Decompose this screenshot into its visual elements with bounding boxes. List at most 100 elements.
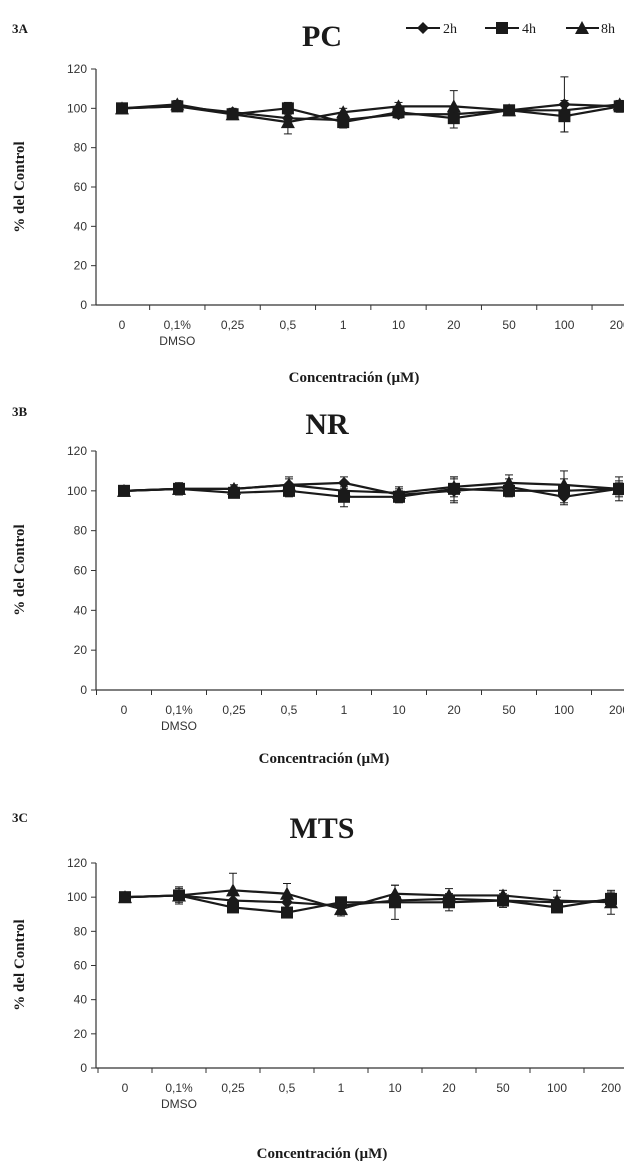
data-point-triangle <box>447 479 461 493</box>
x-tick-label: 100 <box>554 703 574 717</box>
x-tick-label: 20 <box>447 703 461 717</box>
x-tick-label: 0 <box>121 703 128 717</box>
data-point-triangle <box>226 883 240 897</box>
x-tick-label: 0 <box>119 318 126 332</box>
x-tick-label: 0,25 <box>221 1081 245 1095</box>
series-line <box>123 487 620 498</box>
chart-panel-3A: 3A PC 2h 4h 8h % del Control Concentraci… <box>12 20 624 386</box>
chart-title: PC <box>302 20 342 53</box>
x-tick-sublabel: DMSO <box>161 1097 197 1111</box>
y-tick-label: 120 <box>67 62 87 76</box>
series-line <box>121 103 620 124</box>
data-point-triangle <box>388 886 402 900</box>
legend-entry-2h: 2h <box>406 22 457 37</box>
data-point-triangle <box>391 99 406 113</box>
chart-title: MTS <box>289 812 354 845</box>
data-point-triangle <box>172 481 186 495</box>
y-tick-label: 100 <box>67 101 87 115</box>
y-axis-label: % del Control <box>12 141 28 232</box>
data-point-square <box>281 102 294 115</box>
y-tick-label: 60 <box>74 564 88 578</box>
data-point-triangle <box>442 888 456 902</box>
panel-label: 3A <box>12 21 29 36</box>
data-point-triangle <box>115 101 129 115</box>
data-point-triangle <box>446 99 461 113</box>
x-tick-label: 0 <box>122 1081 129 1095</box>
y-tick-label: 20 <box>74 643 88 657</box>
legend-square-marker <box>496 22 508 34</box>
data-point-square <box>337 116 350 129</box>
x-tick-label: 50 <box>502 703 516 717</box>
chart-panel-3B: 3B NR % del Control Concentración (µM) 0… <box>12 404 624 767</box>
y-tick-label: 100 <box>67 484 87 498</box>
data-point-triangle <box>550 893 564 907</box>
x-tick-label: 200 <box>609 703 624 717</box>
y-tick-label: 20 <box>74 1027 88 1041</box>
legend-label: 2h <box>443 22 457 37</box>
x-tick-sublabel: DMSO <box>159 334 195 348</box>
x-tick-label: 1 <box>341 703 348 717</box>
x-tick-label: 50 <box>496 1081 510 1095</box>
x-axis-label: Concentración (µM) <box>289 370 420 386</box>
y-tick-label: 40 <box>74 219 88 233</box>
x-tick-label: 0,5 <box>280 318 297 332</box>
plot-area: 0 20 40 60 80 100 120 0 0,1% DMSO 0,25 0,5 1 10 20 50 10… <box>67 856 624 1111</box>
y-tick-label: 80 <box>74 924 88 938</box>
x-axis-label: Concentración (µM) <box>259 751 390 767</box>
data-point-triangle <box>502 103 517 117</box>
panel-label: 3C <box>12 810 28 825</box>
x-tick-label: 0,1% <box>164 318 192 332</box>
x-tick-label: 10 <box>392 318 406 332</box>
y-tick-label: 40 <box>74 993 88 1007</box>
data-point-triangle <box>117 483 131 497</box>
chart-panel-3C: 3C MTS % del Control Concentración (µM) … <box>12 810 624 1162</box>
x-tick-label: 1 <box>340 318 347 332</box>
y-tick-label: 100 <box>67 890 87 904</box>
data-point-triangle <box>612 481 624 495</box>
plot-area: 0 20 40 60 80 100 120 0 0,1% DMSO 0,25 0,5 1 10 20 50 10… <box>67 444 624 733</box>
y-tick-label: 0 <box>80 683 87 697</box>
y-tick-label: 80 <box>74 524 88 538</box>
x-axis-label: Concentración (µM) <box>257 1146 388 1162</box>
legend-triangle-marker <box>575 21 589 34</box>
data-point-triangle <box>502 475 516 489</box>
data-point-triangle <box>282 477 296 491</box>
panel-label: 3B <box>12 404 28 419</box>
legend-entry-4h: 4h <box>485 22 536 37</box>
x-tick-label: 0,25 <box>222 703 246 717</box>
x-tick-label: 10 <box>392 703 406 717</box>
data-point-triangle <box>118 890 132 904</box>
y-tick-label: 60 <box>74 180 88 194</box>
data-point-triangle <box>334 902 348 916</box>
x-tick-label: 0,1% <box>165 1081 193 1095</box>
data-point-square <box>281 906 293 919</box>
x-tick-label: 10 <box>388 1081 402 1095</box>
y-tick-label: 80 <box>74 141 88 155</box>
data-point-triangle <box>496 888 510 902</box>
data-point-triangle <box>225 107 240 121</box>
series-8h <box>115 90 624 135</box>
legend-entry-8h: 8h <box>566 21 615 37</box>
data-point-triangle <box>172 888 186 902</box>
series-8h <box>117 470 624 502</box>
y-tick-label: 20 <box>74 259 88 273</box>
x-tick-label: 0,1% <box>165 703 193 717</box>
data-point-triangle <box>604 895 618 909</box>
y-tick-label: 0 <box>80 1061 87 1075</box>
y-tick-label: 0 <box>80 298 87 312</box>
legend: 2h 4h 8h <box>406 21 615 37</box>
y-tick-label: 40 <box>74 603 88 617</box>
plot-area: 0 20 40 60 80 100 120 0 0,1% DMSO 0,25 0,5 1 10 20 50 10… <box>67 62 624 348</box>
legend-label: 8h <box>601 22 615 37</box>
data-point-triangle <box>336 105 351 119</box>
y-axis-label: % del Control <box>12 524 28 615</box>
data-point-triangle <box>280 115 295 129</box>
chart-title: NR <box>305 408 349 441</box>
x-tick-label: 0,5 <box>281 703 298 717</box>
data-point-triangle <box>337 483 351 497</box>
series-2h <box>116 76 624 133</box>
x-tick-label: 20 <box>442 1081 456 1095</box>
x-tick-label: 20 <box>447 318 461 332</box>
series-line <box>123 481 620 494</box>
